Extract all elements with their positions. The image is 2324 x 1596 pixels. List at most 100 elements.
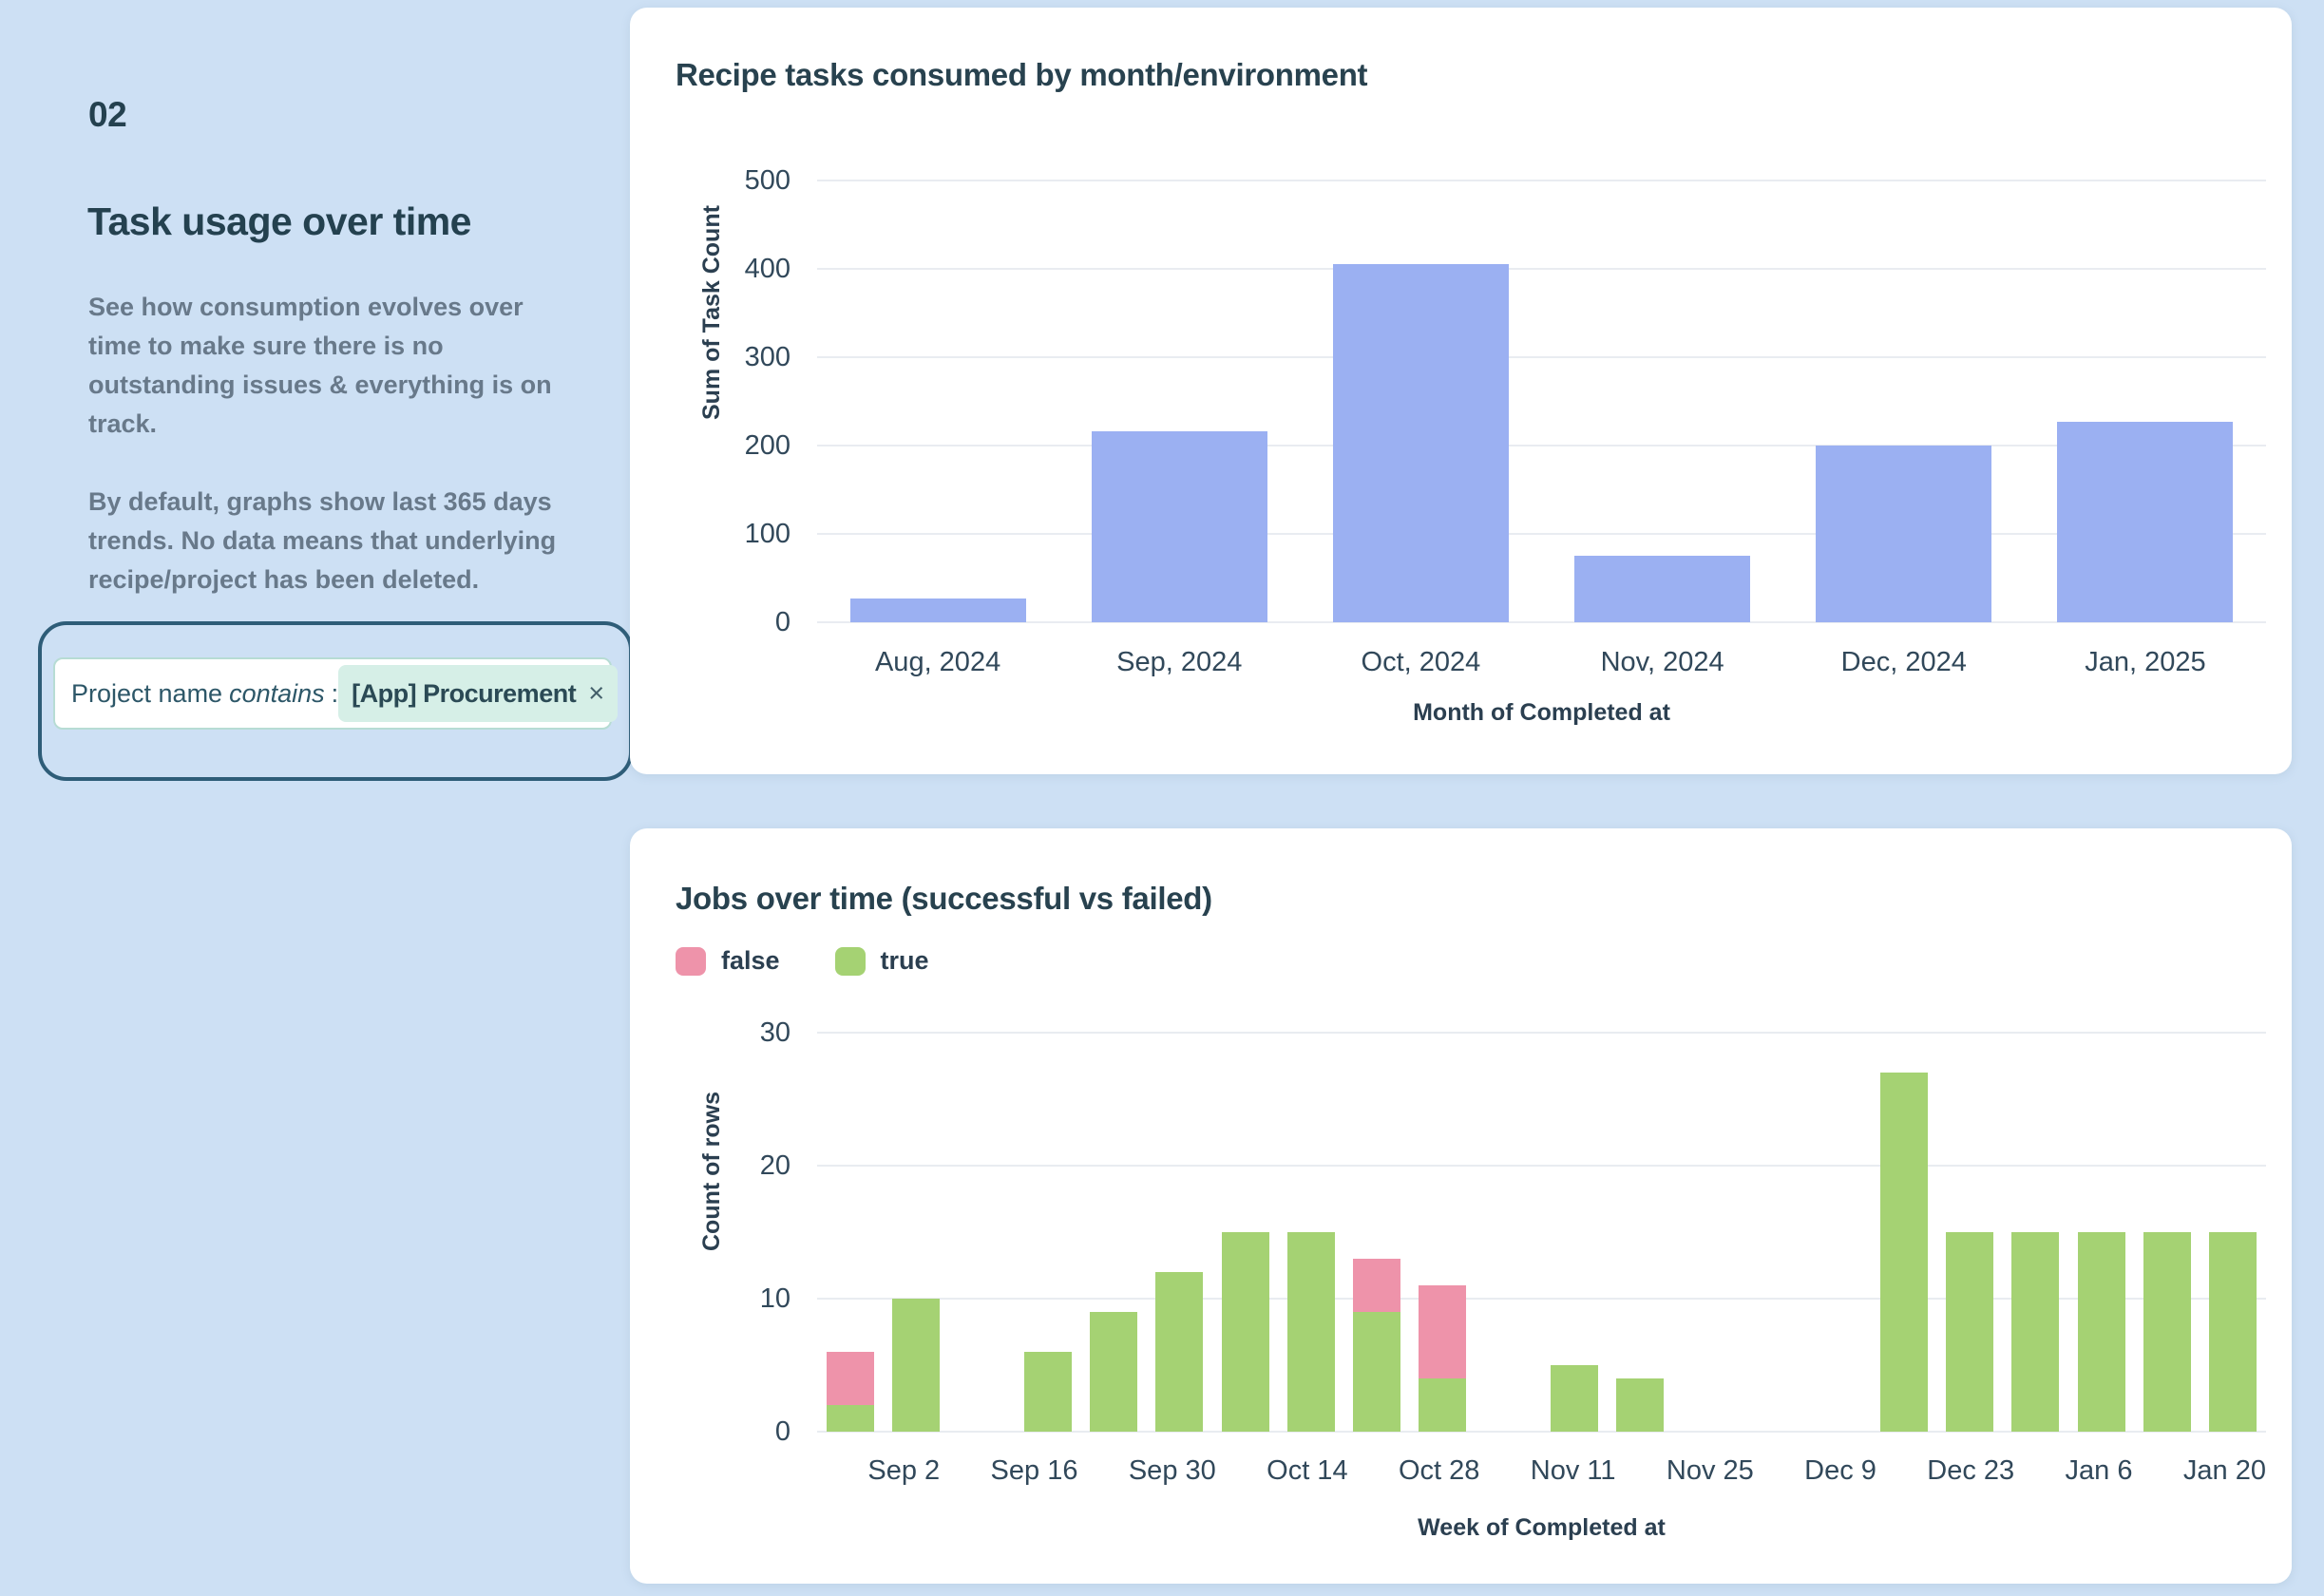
bar-Jan, 2025[interactable] [2057,421,2234,622]
gridline [817,1165,2266,1167]
x-tick-label: Dec 23 [1927,1455,2015,1486]
bar-slot [2068,1033,2134,1432]
bar-Sep 16[interactable] [1023,1352,1072,1432]
bar-segment-value [2057,421,2234,622]
bar-slot [1673,1033,1739,1432]
bar-Nov, 2024[interactable] [1574,556,1751,622]
bar-slot [1541,1033,1607,1432]
bar-slot [1542,180,1783,622]
bar-slot [1212,1033,1278,1432]
description-paragraph-2: By default, graphs show last 365 days tr… [88,487,557,595]
bar-Dec, 2024[interactable] [1816,446,1992,622]
x-tick-label [2014,1455,2065,1487]
x-tick-label: Sep, 2024 [1116,647,1243,677]
x-axis-title: Week of Completed at [1418,1514,1666,1541]
x-tick-label [1754,1455,1804,1487]
bar-slot [1871,1033,1936,1432]
bar-segment-false [1353,1259,1401,1312]
bar-Jan 6[interactable] [2077,1232,2125,1432]
gridline [817,621,2266,623]
bar-slot-12[interactable] [1616,1378,1665,1432]
bar-segment-value [1574,556,1751,622]
x-tick-label: Jan 20 [2182,1455,2266,1486]
description-paragraph-1: See how consumption evolves over time to… [88,293,552,439]
bar-Nov 11[interactable] [1551,1365,1599,1432]
bars [817,1033,2266,1432]
bar-slot-4[interactable] [1089,1312,1137,1432]
recipe-tasks-chart-card: Recipe tasks consumed by month/environme… [630,8,2292,774]
bar-segment-value [849,598,1026,622]
bar-segment-true [1221,1232,1269,1432]
bar-slot [1476,1033,1541,1432]
bar-Oct, 2024[interactable] [1332,264,1509,622]
bar-Aug, 2024[interactable] [849,598,1026,622]
bar-slot-20[interactable] [2143,1232,2191,1432]
x-tick-label: Nov 25 [1666,1455,1754,1486]
y-tick-label: 0 [774,1416,791,1447]
filter-group: Project name contains: [App] Procurement × [38,621,633,781]
x-tick-label [940,1455,990,1487]
bar-slot [2134,1033,2200,1432]
bar-segment-true [1089,1312,1137,1432]
filter-control[interactable]: Project name contains: [App] Procurement × [53,657,618,730]
filter-value-chip[interactable]: [App] Procurement × [338,665,618,722]
y-tick-label: 100 [744,519,791,549]
chart-title: Jobs over time (successful vs failed) [676,881,1212,916]
bar-Jan 20[interactable] [2209,1232,2257,1432]
bar-slot-6[interactable] [1221,1232,1269,1432]
bar-segment-true [891,1299,940,1432]
bar-slot-18[interactable] [2011,1232,2060,1432]
bar-slot-0[interactable] [826,1352,874,1432]
y-tick-label: 30 [759,1017,791,1048]
x-tick-label [2133,1455,2183,1487]
legend-item-true[interactable]: true [834,946,929,976]
x-tick-label [1348,1455,1399,1487]
bar-segment-value [1091,431,1267,622]
x-tick-label: Sep 30 [1128,1455,1216,1486]
bar-segment-true [1155,1272,1204,1432]
bar-slot [1300,180,1541,622]
x-tick-label: Nov 11 [1530,1455,1616,1486]
bar-segment-true [1353,1312,1401,1432]
bar-slot [1080,1033,1146,1432]
bar-Oct 14[interactable] [1286,1232,1335,1432]
bar-slot-8[interactable] [1353,1259,1401,1432]
bar-Oct 28[interactable] [1419,1285,1467,1432]
gridline [817,1032,2266,1034]
x-tick-label: Nov, 2024 [1600,647,1724,677]
bar-slot [1410,1033,1476,1432]
bar-slot [1058,180,1300,622]
bar-Sep 30[interactable] [1155,1272,1204,1432]
x-tick-label [1876,1455,1927,1487]
bar-Sep, 2024[interactable] [1091,431,1267,622]
bar-Dec 23[interactable] [1945,1232,1993,1432]
bar-segment-true [2077,1232,2125,1432]
y-tick-label: 400 [744,254,791,284]
filter-field: Project name [71,678,223,708]
gridline [817,1298,2266,1300]
bar-slot [1739,1033,1804,1432]
bar-slot-16[interactable] [1879,1073,1928,1432]
x-tick-label: Oct 14 [1267,1455,1348,1486]
bar-slot [1608,1033,1673,1432]
y-tick-labels: 0 100 200 300 400 500 [630,165,791,637]
bar-Sep 2[interactable] [891,1299,940,1432]
bar-slot [1783,180,2025,622]
bar-segment-true [1419,1378,1467,1432]
y-tick-label: 10 [759,1283,791,1314]
x-tick-label: Oct, 2024 [1361,647,1481,677]
legend-swatch-icon [676,946,706,976]
bar-slot [2003,1033,2068,1432]
bar-segment-true [2143,1232,2191,1432]
bar-segment-true [2011,1232,2060,1432]
legend: false true [676,946,984,976]
y-tick-labels: 0 10 20 30 [630,1017,791,1447]
remove-filter-icon[interactable]: × [588,677,604,709]
gridline [817,445,2266,446]
x-tick-label [1077,1455,1128,1487]
x-axis-title: Month of Completed at [1413,699,1670,726]
y-tick-label: 200 [744,430,791,461]
bar-segment-value [1816,446,1992,622]
x-tick-labels: Sep 2 Sep 16 Sep 30 Oct 14 Oct 28 Nov 11 Nov 2… [817,1455,2266,1487]
legend-item-false[interactable]: false [676,946,780,976]
